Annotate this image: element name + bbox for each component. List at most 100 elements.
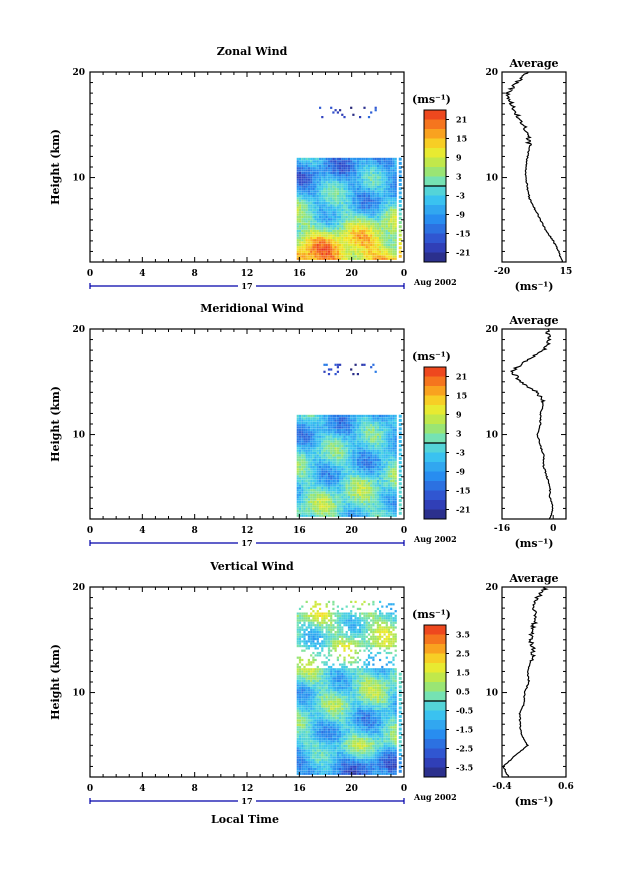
heatmap-cell: [336, 183, 339, 186]
heatmap-cell: [305, 754, 308, 757]
heatmap-cell: [365, 493, 368, 496]
heatmap-cell: [334, 190, 337, 193]
colorbar-swatch: [424, 490, 446, 501]
heatmap-cell: [370, 206, 373, 209]
heatmap-cell: [303, 414, 306, 417]
heatmap-cell: [347, 486, 351, 489]
heatmap-cell: [387, 465, 391, 469]
heatmap-cell: [390, 176, 393, 179]
heatmap-cell: [334, 770, 337, 773]
heatmap-cell: [339, 215, 342, 219]
heatmap-cell: [347, 234, 351, 237]
heatmap-cell: [336, 208, 339, 212]
heatmap-cell: [390, 160, 393, 163]
heatmap-cell: [303, 162, 306, 165]
heatmap-cell: [376, 486, 379, 489]
heatmap-cell: [303, 440, 306, 443]
heatmap-cell: [325, 164, 328, 167]
heatmap-cell: [370, 751, 373, 754]
heatmap-cell: [385, 500, 388, 503]
heatmap-cell: [387, 215, 391, 219]
heatmap-cell: [390, 190, 393, 193]
heatmap-cell: [387, 167, 391, 170]
heatmap-cell: [298, 500, 302, 503]
heatmap-cell: [343, 496, 346, 499]
heatmap-cell: [392, 761, 395, 764]
heatmap-cell: [316, 229, 319, 232]
heatmap-cell: [319, 479, 322, 483]
heatmap-cell: [325, 770, 328, 773]
heatmap-cell: [323, 208, 326, 212]
heatmap-cell: [336, 222, 339, 226]
heatmap-cell: [365, 229, 368, 232]
heatmap-cell: [330, 428, 333, 431]
heatmap-cell: [301, 440, 304, 443]
heatmap-cell: [361, 749, 364, 752]
heatmap-cell: [350, 763, 353, 766]
heatmap-cell: [312, 162, 315, 165]
heatmap-cell: [352, 255, 355, 258]
heatmap-cell: [339, 442, 342, 445]
heatmap-cell: [347, 157, 351, 160]
heatmap-cell: [367, 243, 371, 246]
heatmap-cell: [387, 449, 391, 452]
heatmap-cell: [387, 417, 391, 420]
heatmap-cell: [327, 178, 331, 181]
heatmap-cell: [339, 507, 342, 510]
heatmap-cell: [312, 463, 315, 466]
heatmap-cell: [330, 472, 333, 476]
heatmap-cell: [379, 243, 382, 246]
heatmap-cell: [376, 449, 379, 452]
heatmap-cell: [385, 246, 388, 249]
heatmap-cell: [350, 234, 353, 237]
heatmap-cell: [356, 160, 359, 163]
heatmap-cell: [325, 183, 328, 186]
heatmap-cell: [327, 449, 331, 452]
heatmap-cell: [372, 414, 375, 417]
heatmap-cell: [312, 222, 315, 226]
heatmap-cell: [370, 366, 373, 369]
heatmap-cell: [359, 183, 362, 186]
heatmap-cell: [316, 761, 319, 764]
heatmap-cell: [376, 160, 379, 163]
heatmap-cell: [296, 185, 299, 188]
heatmap-cell: [387, 491, 391, 494]
heatmap-cell: [398, 511, 402, 515]
heatmap-cell: [319, 171, 322, 174]
heatmap-cell: [314, 199, 317, 202]
heatmap-cell: [361, 482, 364, 485]
heatmap-cell: [387, 246, 391, 249]
heatmap-cell: [376, 479, 379, 483]
heatmap-cell: [332, 500, 335, 503]
heatmap-cell: [361, 229, 364, 232]
heatmap-cell: [330, 239, 333, 242]
heatmap-cell: [390, 178, 393, 181]
heatmap-cell: [352, 248, 355, 251]
heatmap-cell: [356, 222, 359, 226]
heatmap-cell: [323, 414, 326, 417]
heatmap-cell: [321, 222, 324, 226]
heatmap-cell: [383, 772, 386, 775]
heatmap-cell: [376, 157, 379, 160]
heatmap-cell: [303, 419, 306, 422]
heatmap-cell: [327, 507, 331, 510]
heatmap-cell: [347, 758, 351, 761]
heatmap-cell: [334, 419, 337, 422]
heatmap-cell: [343, 185, 346, 188]
heatmap-cell: [298, 167, 302, 170]
heatmap-cell: [365, 227, 368, 230]
heatmap-cell: [319, 426, 322, 429]
heatmap-cell: [394, 183, 397, 186]
heatmap-cell: [374, 503, 377, 506]
heatmap-cell: [352, 449, 355, 452]
heatmap-cell: [347, 452, 351, 455]
heatmap-cell: [381, 225, 384, 228]
heatmap-cell: [359, 239, 362, 242]
heatmap-cell: [310, 248, 313, 251]
heatmap-cell: [339, 772, 342, 775]
heatmap-cell: [303, 438, 306, 441]
heatmap-cell: [307, 243, 310, 246]
profile-y-tick-label: 10: [485, 174, 498, 184]
heatmap-cell: [394, 496, 397, 499]
heatmap-cell: [381, 192, 384, 195]
